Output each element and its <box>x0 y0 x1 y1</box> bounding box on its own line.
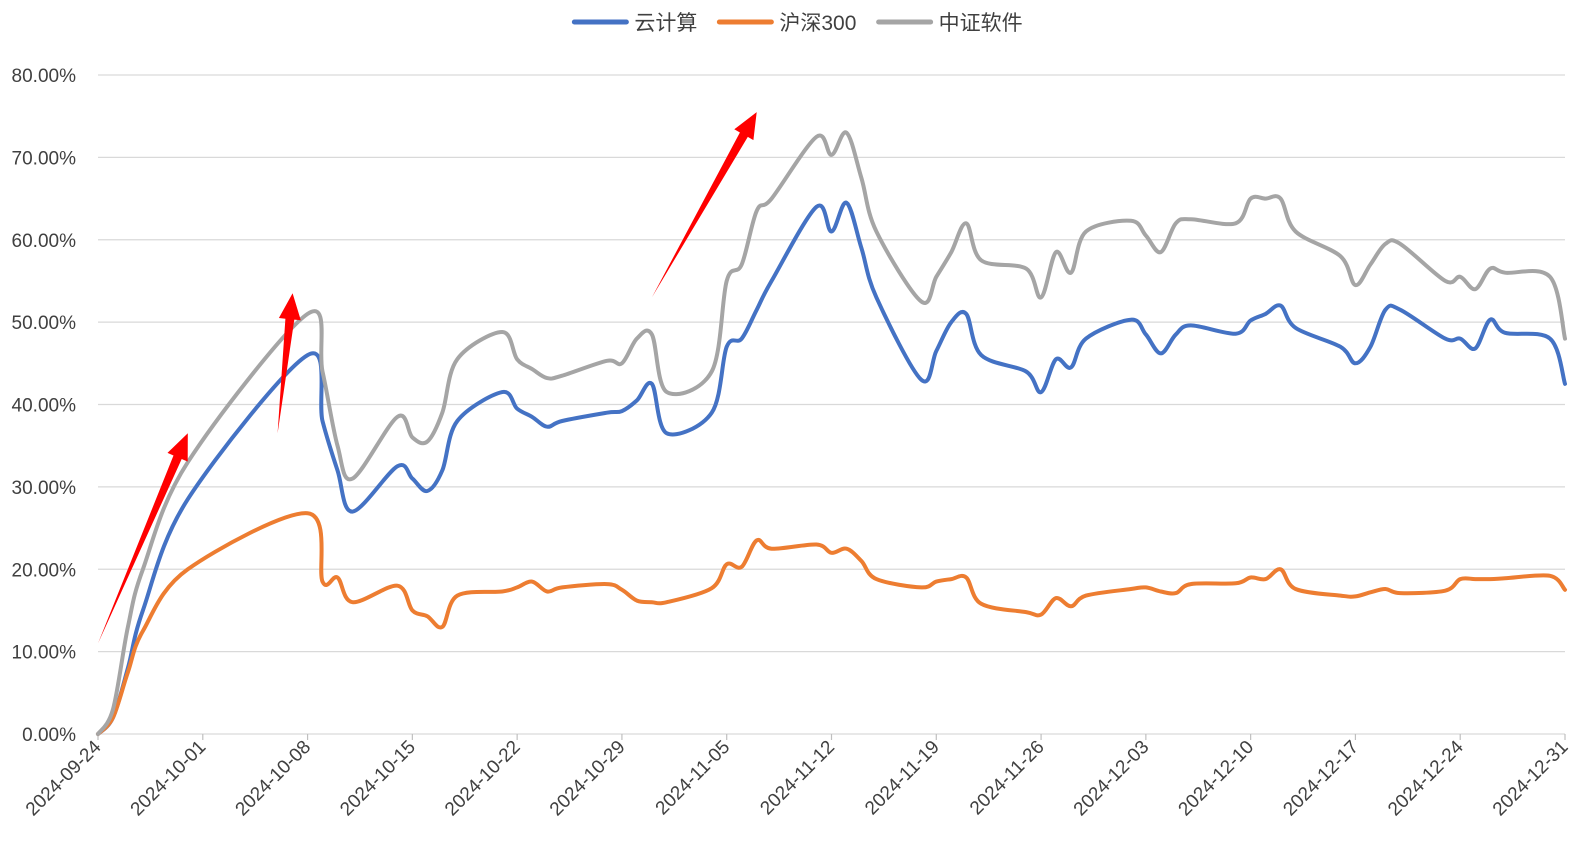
x-tick-label: 2024-12-03 <box>1070 737 1154 821</box>
legend-item-csi300[interactable]: 沪深300 <box>716 12 856 35</box>
x-tick-label: 2024-10-29 <box>546 737 630 821</box>
series-line-cloud-computing <box>96 200 1567 736</box>
y-tick-label: 70.00% <box>12 148 77 169</box>
legend-item-cloud-computing[interactable]: 云计算 <box>571 12 697 35</box>
x-tick-label: 2024-11-05 <box>652 737 735 820</box>
x-tick-label: 2024-12-24 <box>1384 736 1468 820</box>
y-tick-label: 40.00% <box>12 396 77 417</box>
series-line-csi300 <box>96 511 1567 736</box>
legend-label: 中证软件 <box>939 12 1023 35</box>
y-tick-label: 20.00% <box>12 560 77 581</box>
y-tick-label: 60.00% <box>12 231 77 252</box>
trend-arrow-2 <box>277 293 301 434</box>
trend-arrow-3 <box>651 112 757 298</box>
legend: 云计算 沪深300 中证软件 <box>571 12 1023 35</box>
y-tick-label: 50.00% <box>12 313 77 334</box>
legend-label: 沪深300 <box>779 12 856 35</box>
x-tick-label: 2024-12-10 <box>1175 737 1259 821</box>
y-tick-label: 0.00% <box>22 725 76 746</box>
trend-arrow-1 <box>98 433 188 644</box>
x-tick-label: 2024-11-19 <box>861 737 944 820</box>
x-tick-label: 2024-11-26 <box>966 737 1049 820</box>
x-tick-label: 2024-10-08 <box>232 737 316 821</box>
series-line-csi-software <box>96 130 1567 736</box>
legend-item-csi-software[interactable]: 中证软件 <box>876 12 1023 35</box>
x-tick-label: 2024-12-17 <box>1279 737 1363 821</box>
series-lines <box>96 130 1567 736</box>
annotation-arrows <box>98 112 757 644</box>
x-tick-label: 2024-10-01 <box>127 737 211 821</box>
x-tick-label: 2024-11-12 <box>756 737 839 820</box>
y-tick-label: 10.00% <box>12 643 77 664</box>
x-axis-ticks: 2024-09-24 2024-10-01 2024-10-08 2024-10-15… <box>22 734 1573 820</box>
y-axis-ticks: 0.00% 10.00% 20.00% 30.00% 40.00% 50.00% 60.00… <box>12 66 77 746</box>
x-tick-label: 2024-10-15 <box>336 737 420 821</box>
y-tick-label: 80.00% <box>12 66 77 87</box>
gridlines <box>98 74 1565 735</box>
x-tick-label: 2024-12-31 <box>1489 737 1573 821</box>
legend-label: 云计算 <box>634 12 697 35</box>
y-tick-label: 30.00% <box>12 478 77 499</box>
x-tick-label: 2024-10-22 <box>441 737 525 821</box>
x-tick-label: 2024-09-24 <box>22 736 106 820</box>
